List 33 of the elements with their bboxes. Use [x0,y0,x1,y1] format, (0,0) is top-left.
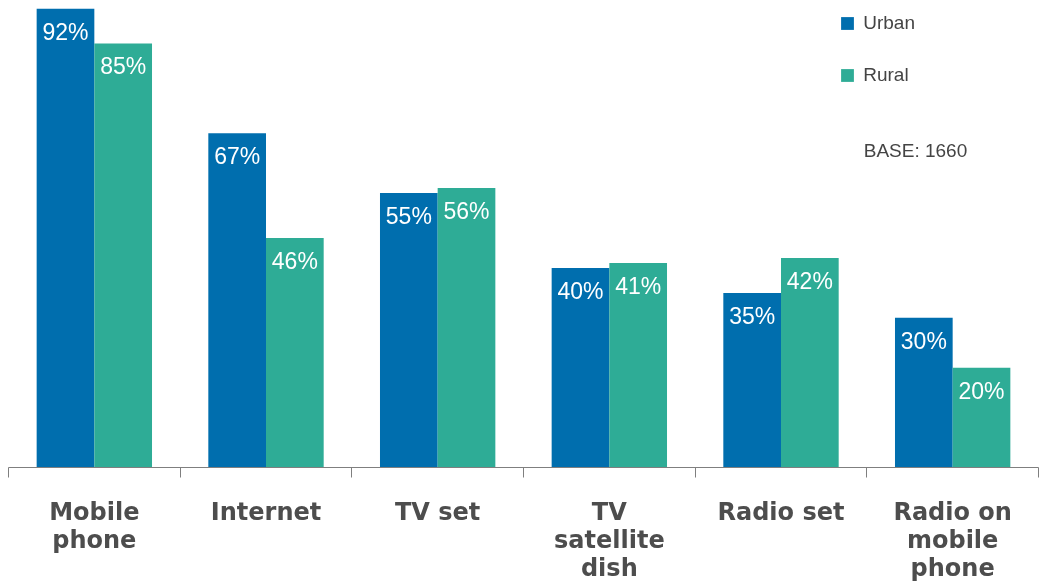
bar [208,133,266,468]
data-label: 55% [385,203,432,230]
bar [609,262,668,468]
x-tick-label: TV set [395,497,481,526]
data-label: 40% [557,277,604,304]
data-label: 67% [214,143,261,170]
data-label: 20% [958,377,1005,404]
bar [894,317,953,468]
bar [379,193,438,468]
x-tick-label: TV satellite dish [554,497,665,582]
data-label: 35% [729,302,776,329]
bar [437,188,496,468]
x-tick-label: Internet [210,497,322,526]
bar [723,292,781,468]
bar [266,238,324,468]
bar [551,267,610,468]
data-label: 42% [786,267,833,294]
data-label: 56% [443,198,490,225]
data-label: 41% [615,272,662,299]
legend-label: Rural [863,63,909,86]
data-label: 46% [271,248,318,274]
bar [94,43,153,468]
bar [781,257,839,468]
legend-label: Urban [863,11,915,34]
annotation: BASE: 1660 [863,140,968,162]
data-label: 85% [100,53,147,80]
data-label: 30% [900,327,947,354]
x-tick-label: Mobile phone [49,497,140,554]
data-label: 92% [42,18,89,45]
bar [952,367,1011,468]
x-tick-label: Radio on mobile phone [893,497,1012,582]
bar [36,8,95,468]
x-tick-label: Radio set [717,497,845,526]
